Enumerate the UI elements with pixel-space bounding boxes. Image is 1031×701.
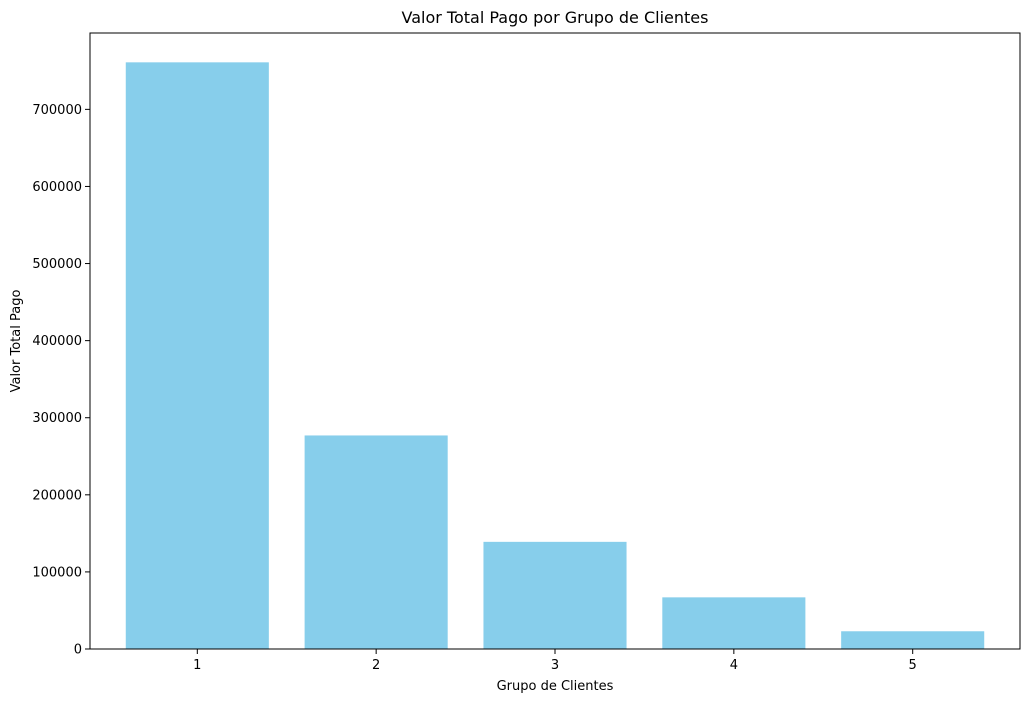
y-axis-label: Valor Total Pago (9, 290, 24, 393)
bar-1 (125, 62, 269, 650)
y-tick-label: 0 (74, 643, 82, 658)
y-tick-label: 700000 (32, 103, 82, 118)
y-tick-label: 200000 (32, 488, 82, 503)
bar-2 (304, 435, 448, 649)
x-tick-label: 5 (909, 658, 917, 673)
x-tick-label: 2 (372, 658, 380, 673)
x-axis-label: Grupo de Clientes (497, 679, 614, 694)
plot-frame (89, 32, 1021, 650)
chart-title: Valor Total Pago por Grupo de Clientes (402, 8, 709, 27)
y-ticks-group: 0 100000 200000 300000 400000 500000 600000 700… (32, 103, 90, 658)
bars-group (125, 62, 985, 650)
y-tick-label: 500000 (32, 257, 82, 272)
x-ticks-group: 1 2 3 4 5 (193, 649, 917, 673)
bar-5 (841, 631, 985, 649)
bar-4 (662, 597, 806, 649)
y-tick-label: 300000 (32, 411, 82, 426)
y-tick-label: 100000 (32, 565, 82, 580)
y-tick-label: 600000 (32, 180, 82, 195)
x-tick-label: 1 (193, 658, 201, 673)
x-tick-label: 4 (730, 658, 738, 673)
x-tick-label: 3 (551, 658, 559, 673)
y-tick-label: 400000 (32, 334, 82, 349)
bar-3 (483, 541, 627, 649)
